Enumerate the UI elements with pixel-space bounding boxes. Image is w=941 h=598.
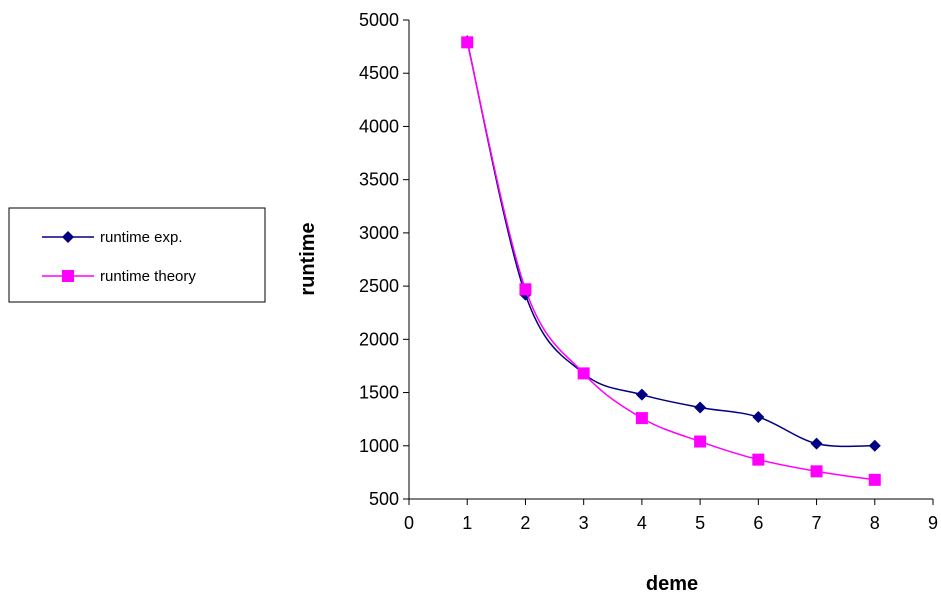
x-tick-label: 2 bbox=[520, 513, 530, 533]
legend-items: runtime exp. runtime theory bbox=[42, 229, 196, 285]
x-tick-label: 3 bbox=[579, 513, 589, 533]
legend-marker bbox=[62, 270, 74, 282]
legend: runtime exp. runtime theory bbox=[8, 207, 266, 303]
legend-label: runtime exp. bbox=[100, 229, 183, 246]
series-1 bbox=[461, 36, 881, 486]
legend-item: runtime exp. bbox=[42, 229, 183, 246]
x-tick-label: 7 bbox=[812, 513, 822, 533]
y-tick-label: 4000 bbox=[359, 116, 399, 136]
legend-label: runtime theory bbox=[100, 268, 196, 285]
data-point bbox=[810, 465, 823, 478]
x-tick-label: 8 bbox=[870, 513, 880, 533]
data-point bbox=[752, 453, 765, 466]
series-layer bbox=[461, 35, 881, 486]
data-point bbox=[694, 435, 707, 448]
y-tick-label: 1500 bbox=[359, 383, 399, 403]
y-tick-label: 500 bbox=[369, 489, 399, 509]
plot-area: 500100015002000250030003500400045005000 … bbox=[359, 10, 938, 533]
y-tick-label: 4500 bbox=[359, 63, 399, 83]
data-point bbox=[519, 283, 532, 296]
x-tick-label: 5 bbox=[695, 513, 705, 533]
series-line bbox=[466, 42, 875, 481]
y-tick-label: 1000 bbox=[359, 436, 399, 456]
x-tick-label: 9 bbox=[928, 513, 938, 533]
data-point bbox=[694, 401, 707, 414]
data-point bbox=[752, 411, 765, 424]
legend-box bbox=[8, 207, 266, 303]
data-point bbox=[577, 367, 590, 380]
legend-item: runtime theory bbox=[42, 268, 196, 285]
y-tick-label: 5000 bbox=[359, 10, 399, 30]
y-axis-ticks: 500 1000 1500 2000 2500 3000 3500 4000 4500 5000 bbox=[359, 10, 409, 509]
y-tick-label: 3000 bbox=[359, 223, 399, 243]
y-tick-label: 2500 bbox=[359, 276, 399, 296]
data-point bbox=[635, 412, 648, 425]
x-tick-label: 1 bbox=[462, 513, 472, 533]
x-axis-title: deme bbox=[646, 573, 698, 595]
y-axis-title: runtime bbox=[297, 222, 319, 295]
data-point bbox=[868, 439, 881, 452]
data-point bbox=[868, 473, 881, 486]
y-tick-label: 2000 bbox=[359, 329, 399, 349]
series-line bbox=[466, 41, 875, 448]
legend-marker bbox=[62, 231, 74, 243]
x-tick-label: 6 bbox=[753, 513, 763, 533]
data-point bbox=[635, 388, 648, 401]
x-axis-ticks: 0 1 2 3 4 5 6 7 8 9 bbox=[404, 499, 938, 533]
x-tick-label: 0 bbox=[404, 513, 414, 533]
y-tick-label: 3500 bbox=[359, 170, 399, 190]
series-0 bbox=[461, 35, 881, 452]
x-tick-label: 4 bbox=[637, 513, 647, 533]
data-point bbox=[810, 437, 823, 450]
data-point bbox=[461, 36, 474, 49]
